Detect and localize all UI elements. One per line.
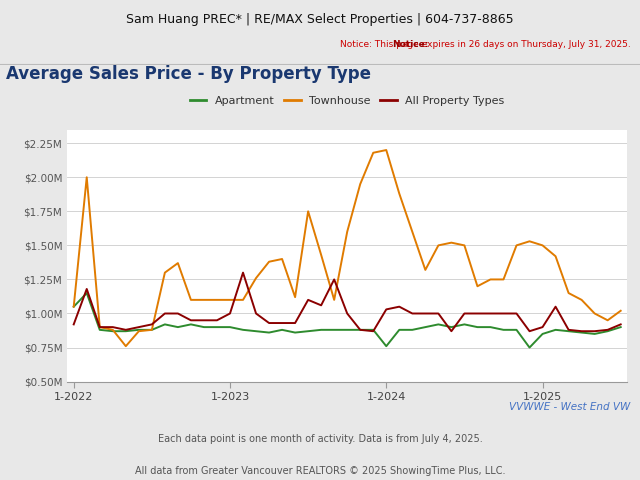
- Text: Notice: This page expires in 26 days on Thursday, July 31, 2025.: Notice: This page expires in 26 days on …: [340, 39, 630, 48]
- Text: Notice:: Notice:: [392, 39, 429, 48]
- Text: Each data point is one month of activity. Data is from July 4, 2025.: Each data point is one month of activity…: [157, 434, 483, 444]
- Text: Sam Huang PREC* | RE/MAX Select Properties | 604-737-8865: Sam Huang PREC* | RE/MAX Select Properti…: [126, 13, 514, 26]
- Legend: Apartment, Townhouse, All Property Types: Apartment, Townhouse, All Property Types: [186, 91, 509, 110]
- Text: Average Sales Price - By Property Type: Average Sales Price - By Property Type: [6, 65, 371, 84]
- Text: All data from Greater Vancouver REALTORS © 2025 ShowingTime Plus, LLC.: All data from Greater Vancouver REALTORS…: [135, 466, 505, 476]
- Text: VVWWE - West End VW: VVWWE - West End VW: [509, 402, 630, 412]
